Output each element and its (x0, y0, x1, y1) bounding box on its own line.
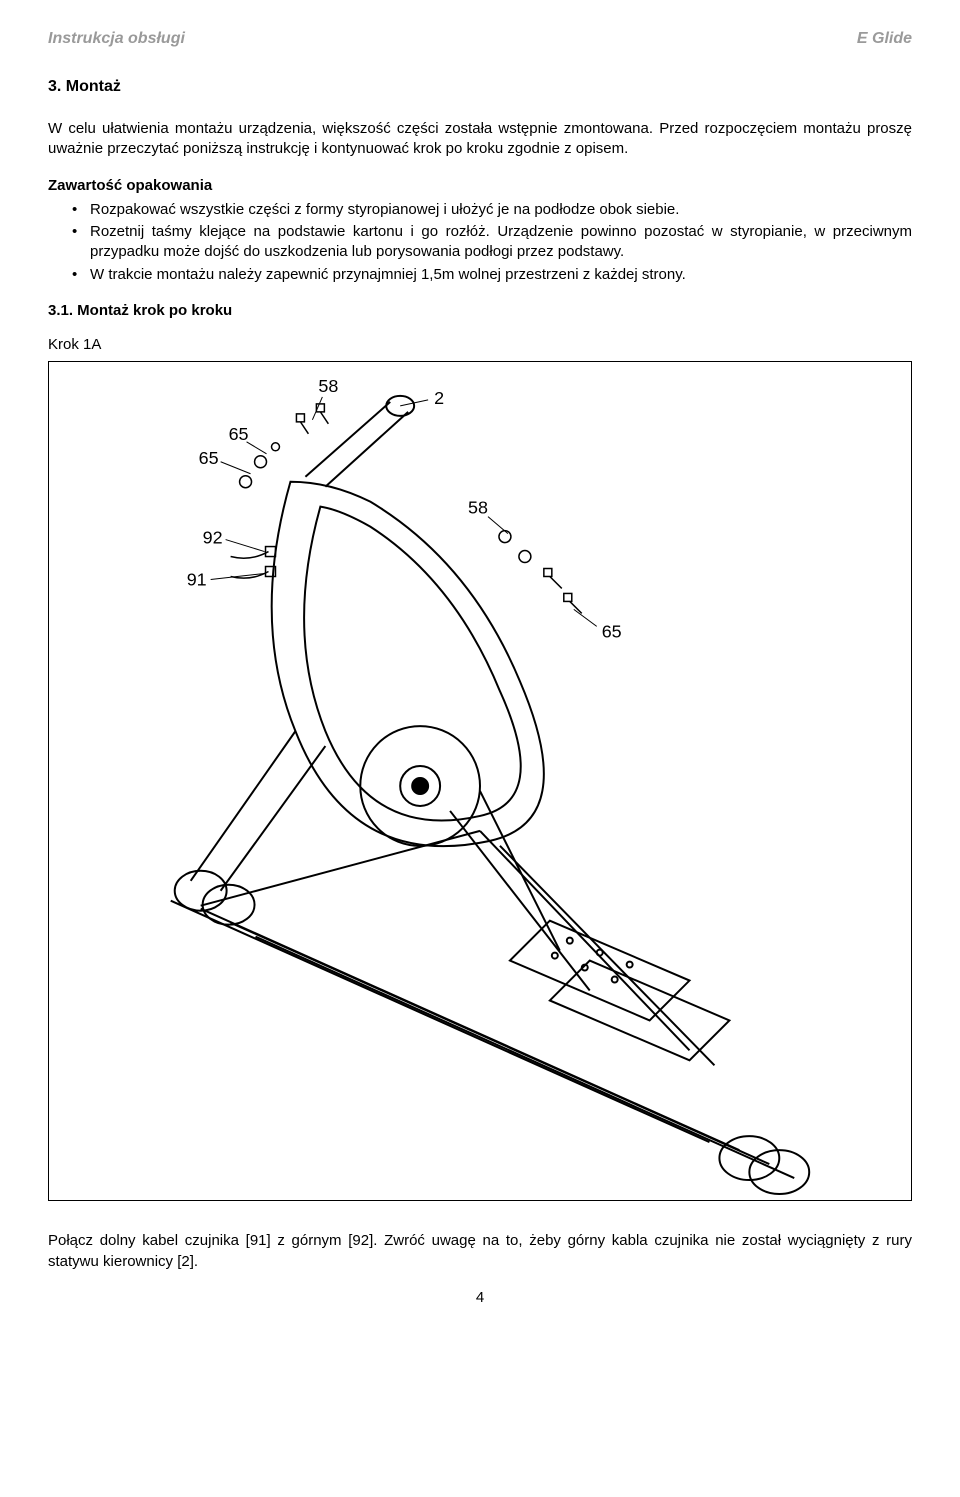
bullet-item: Rozetnij taśmy klejące na podstawie kart… (72, 222, 912, 263)
footer-paragraph: Połącz dolny kabel czujnika [91] z górny… (48, 1231, 912, 1272)
callout-65c: 65 (602, 622, 622, 642)
diagram-svg: 58 65 65 2 92 91 58 65 (49, 362, 911, 1200)
header-left: Instrukcja obsługi (48, 28, 185, 50)
callout-65b: 65 (199, 448, 219, 468)
section-title: 3. Montaż (48, 76, 912, 98)
subheading-package: Zawartość opakowania (48, 176, 912, 196)
bullet-list: Rozpakować wszystkie części z formy styr… (48, 200, 912, 285)
callout-91: 91 (187, 570, 207, 590)
step-label: Krok 1A (48, 335, 912, 355)
intro-paragraph: W celu ułatwienia montażu urządzenia, wi… (48, 119, 912, 160)
callout-92: 92 (203, 528, 223, 548)
bullet-item: W trakcie montażu należy zapewnić przyna… (72, 265, 912, 285)
assembly-diagram: 58 65 65 2 92 91 58 65 (48, 361, 912, 1201)
callout-58a: 58 (318, 376, 338, 396)
callout-58b: 58 (468, 498, 488, 518)
subsection-title: 3.1. Montaż krok po kroku (48, 301, 912, 321)
header-right: E Glide (857, 28, 912, 50)
callout-2: 2 (434, 388, 444, 408)
bullet-item: Rozpakować wszystkie części z formy styr… (72, 200, 912, 220)
page-header: Instrukcja obsługi E Glide (48, 28, 912, 50)
page-number: 4 (48, 1288, 912, 1308)
callout-65a: 65 (229, 424, 249, 444)
